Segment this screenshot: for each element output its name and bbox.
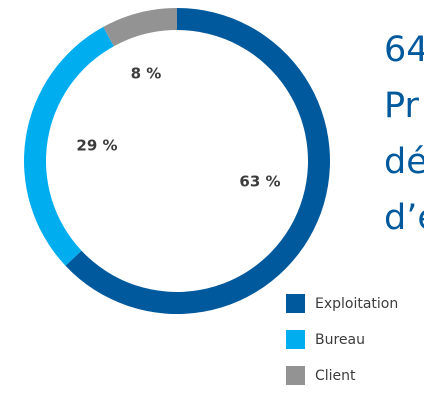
slice-label-exploitation: 63 % <box>239 173 280 191</box>
legend-item-client: Client <box>286 366 398 385</box>
legend-item-exploitation: Exploitation <box>286 294 398 313</box>
legend-label-bureau: Bureau <box>315 331 365 348</box>
headline-line-4: d’é <box>384 198 424 238</box>
donut-chart: 63 % 29 % 8 % <box>23 8 331 314</box>
headline-line-1: 64 <box>384 30 424 70</box>
headline-line-3: dé <box>384 142 424 182</box>
legend-label-exploitation: Exploitation <box>315 295 399 312</box>
donut-slice-bureau <box>23 26 114 266</box>
donut-slice-exploitation <box>65 8 331 314</box>
chart-legend: Exploitation Bureau Client <box>286 294 398 402</box>
donut-slice-client <box>103 8 177 47</box>
legend-item-bureau: Bureau <box>286 330 398 349</box>
legend-swatch-client <box>286 366 305 385</box>
headline-line-2: Pr <box>384 86 419 126</box>
slice-label-client: 8 % <box>131 65 162 83</box>
legend-label-client: Client <box>315 367 356 384</box>
legend-swatch-exploitation <box>286 294 305 313</box>
headline-text: 64 Pr dé d’é <box>384 22 424 246</box>
slice-label-bureau: 29 % <box>76 137 117 155</box>
legend-swatch-bureau <box>286 330 305 349</box>
